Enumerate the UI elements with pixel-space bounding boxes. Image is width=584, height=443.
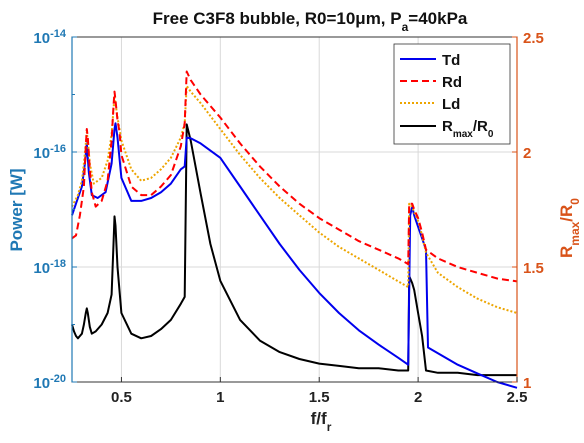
legend-box	[393, 43, 511, 145]
legend-label-rd: Rd	[442, 74, 462, 91]
y-left-tick-label: 10-20	[33, 373, 66, 392]
y-left-tick-label: 10-14	[33, 28, 66, 47]
series-line-ld	[71, 84, 518, 314]
x-tick-label: 2	[414, 389, 422, 406]
series-line-rd	[71, 70, 518, 283]
series-group	[71, 70, 518, 389]
legend: Td Rd Ld Rmax/R0	[393, 43, 511, 145]
y-right-tick-label: 2	[523, 145, 531, 162]
y-left-tick-label: 10-18	[33, 258, 66, 277]
y-axis-label-right: Rmax/R0	[557, 198, 582, 258]
x-tick-label: 1	[216, 389, 224, 406]
y-right-tick-label: 2.5	[523, 30, 544, 47]
x-tick-label: 2.5	[507, 389, 528, 406]
ticks: 0.5 1 1.5 2 2.5 10-14 10-16 10-18 10-20 1 1.5 2 2.5	[33, 28, 543, 406]
chart-title: Free C3F8 bubble, R0=10μm, Pa=40kPa	[153, 9, 468, 34]
y-right-tick-label: 1	[523, 375, 531, 392]
x-tick-label: 0.5	[111, 389, 132, 406]
y-axis-label-left: Power [W]	[7, 168, 26, 251]
legend-label-td: Td	[442, 52, 460, 69]
x-tick-label: 1.5	[309, 389, 330, 406]
series-line-td	[71, 122, 518, 389]
series-line-rmax-r0	[71, 123, 517, 377]
legend-label-ld: Ld	[442, 96, 460, 113]
legend-label-rmax: Rmax/R0	[442, 118, 494, 140]
x-axis-label: f/fr	[311, 409, 332, 434]
y-left-tick-label: 10-16	[33, 143, 66, 162]
y-right-tick-label: 1.5	[523, 260, 544, 277]
